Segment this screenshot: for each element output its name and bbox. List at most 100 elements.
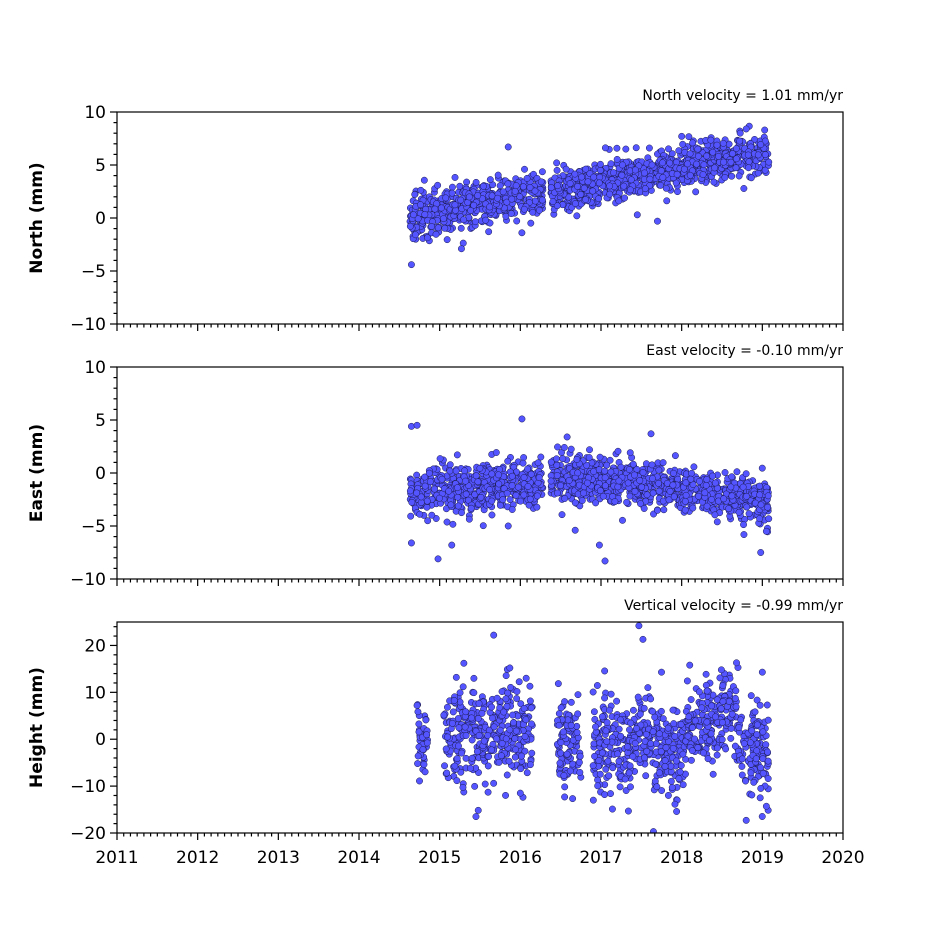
data-point bbox=[673, 757, 680, 765]
data-point bbox=[448, 719, 456, 727]
data-point bbox=[407, 261, 415, 269]
data-point bbox=[527, 219, 535, 227]
data-point bbox=[564, 716, 572, 724]
data-point bbox=[631, 487, 639, 495]
data-point bbox=[719, 682, 727, 689]
data-point bbox=[512, 746, 519, 753]
data-point bbox=[673, 808, 681, 815]
data-point bbox=[473, 748, 481, 756]
data-point bbox=[689, 139, 696, 147]
data-point bbox=[703, 502, 711, 510]
x-tick-label: 2014 bbox=[337, 848, 380, 868]
data-point bbox=[621, 194, 629, 202]
data-point bbox=[675, 775, 683, 783]
data-point bbox=[462, 490, 470, 498]
data-point bbox=[448, 189, 456, 197]
data-point bbox=[735, 724, 743, 731]
data-point bbox=[535, 206, 543, 214]
data-point bbox=[448, 183, 456, 191]
data-point bbox=[512, 182, 520, 190]
data-point bbox=[666, 159, 674, 167]
data-point bbox=[664, 791, 672, 799]
data-point bbox=[645, 144, 653, 152]
data-point bbox=[573, 456, 581, 463]
data-point bbox=[563, 750, 571, 758]
data-point bbox=[653, 783, 661, 791]
data-point bbox=[615, 477, 623, 485]
data-point bbox=[428, 223, 436, 230]
data-point bbox=[520, 205, 528, 213]
data-point bbox=[515, 678, 523, 686]
data-point bbox=[655, 479, 662, 487]
data-point bbox=[596, 487, 604, 495]
data-point bbox=[414, 215, 422, 223]
data-point bbox=[417, 186, 425, 194]
data-point bbox=[514, 483, 522, 491]
data-point bbox=[659, 715, 667, 723]
data-point bbox=[640, 505, 648, 512]
data-point bbox=[759, 769, 767, 777]
data-point bbox=[649, 728, 657, 736]
data-point bbox=[521, 165, 528, 173]
data-point bbox=[738, 762, 746, 770]
data-point bbox=[554, 443, 562, 451]
data-point bbox=[547, 184, 555, 192]
x-tick-label: 2017 bbox=[579, 848, 622, 868]
data-point bbox=[589, 796, 597, 804]
data-point bbox=[584, 178, 592, 186]
data-point bbox=[574, 691, 582, 699]
data-point bbox=[740, 185, 748, 192]
data-point bbox=[582, 196, 590, 204]
data-point bbox=[747, 769, 755, 777]
data-point bbox=[593, 682, 601, 689]
data-point bbox=[443, 518, 451, 526]
data-point bbox=[641, 754, 649, 762]
data-point bbox=[633, 211, 641, 219]
data-point bbox=[521, 747, 529, 755]
data-point bbox=[520, 704, 528, 712]
data-point bbox=[505, 757, 513, 765]
data-point bbox=[450, 697, 458, 704]
data-point bbox=[621, 775, 629, 783]
data-point bbox=[495, 471, 503, 479]
data-point bbox=[506, 664, 514, 672]
data-point bbox=[618, 171, 626, 179]
data-point bbox=[635, 622, 643, 630]
data-point bbox=[679, 750, 687, 758]
data-point bbox=[451, 762, 459, 770]
data-point bbox=[711, 479, 719, 487]
data-point bbox=[452, 467, 460, 475]
data-point bbox=[758, 813, 766, 820]
data-point bbox=[451, 173, 459, 181]
data-point bbox=[691, 735, 699, 743]
data-point bbox=[676, 768, 684, 776]
data-point bbox=[456, 182, 464, 190]
data-point bbox=[472, 178, 480, 186]
data-point bbox=[518, 415, 526, 423]
data-point bbox=[756, 794, 764, 802]
data-point bbox=[428, 511, 436, 519]
data-point bbox=[742, 777, 750, 785]
data-point bbox=[502, 672, 510, 680]
data-point bbox=[636, 710, 644, 718]
data-point bbox=[703, 152, 711, 160]
data-point bbox=[406, 222, 414, 230]
data-point bbox=[460, 216, 468, 224]
data-point bbox=[610, 169, 617, 177]
data-point bbox=[595, 179, 603, 187]
data-point bbox=[561, 783, 569, 791]
data-point bbox=[681, 506, 689, 514]
data-point bbox=[420, 761, 428, 768]
data-point bbox=[719, 718, 726, 726]
data-point bbox=[644, 684, 652, 692]
data-point bbox=[708, 496, 715, 503]
data-point bbox=[425, 469, 433, 477]
data-point bbox=[639, 635, 647, 643]
data-point bbox=[716, 674, 724, 682]
data-point bbox=[577, 190, 585, 198]
data-point bbox=[665, 145, 672, 153]
data-point bbox=[665, 496, 673, 504]
data-point bbox=[733, 468, 741, 476]
data-point bbox=[500, 485, 508, 492]
data-point bbox=[470, 689, 478, 697]
